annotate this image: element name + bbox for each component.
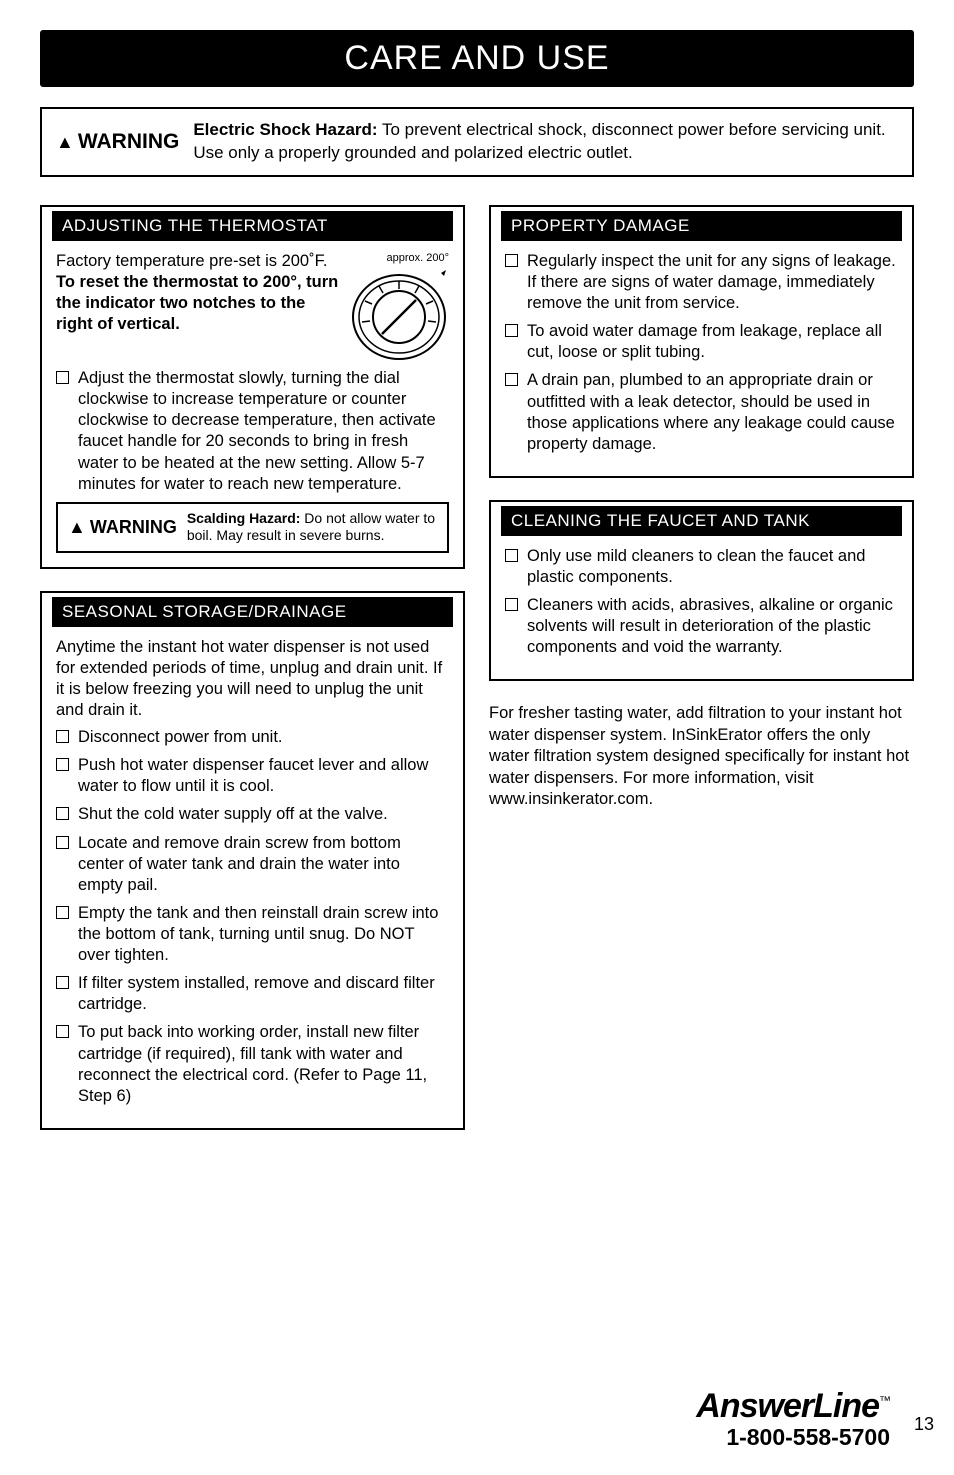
property-item: A drain pan, plumbed to an appropriate d… <box>505 370 898 454</box>
property-item: Regularly inspect the unit for any signs… <box>505 251 898 314</box>
warning-label-text: WARNING <box>78 130 180 154</box>
cleaning-list: Only use mild cleaners to clean the fauc… <box>505 546 898 659</box>
approx-label: approx. 200° <box>349 251 449 265</box>
property-list: Regularly inspect the unit for any signs… <box>505 251 898 455</box>
scalding-text: Scalding Hazard: Do not allow water to b… <box>187 510 437 545</box>
thermostat-item: Adjust the thermostat slowly, turning th… <box>56 368 449 495</box>
seasonal-list: Disconnect power from unit. Push hot wat… <box>56 727 449 1107</box>
warning-label: ▲ WARNING <box>56 130 179 154</box>
trademark-icon: ™ <box>879 1394 890 1408</box>
thermostat-intro-bold: To reset the thermostat to 200°, turn th… <box>56 273 338 333</box>
warning-label: ▲ WARNING <box>68 516 177 539</box>
property-item: To avoid water damage from leakage, repl… <box>505 321 898 363</box>
scalding-warning-box: ▲ WARNING Scalding Hazard: Do not allow … <box>56 502 449 553</box>
property-header: PROPERTY DAMAGE <box>491 207 912 241</box>
property-panel: PROPERTY DAMAGE Regularly inspect the un… <box>489 205 914 478</box>
filtration-text: For fresher tasting water, add filtratio… <box>489 703 914 810</box>
warning-triangle-icon: ▲ <box>56 133 74 151</box>
top-warning-box: ▲ WARNING Electric Shock Hazard: To prev… <box>40 107 914 177</box>
cleaning-body: Only use mild cleaners to clean the fauc… <box>491 536 912 680</box>
thermostat-list: Adjust the thermostat slowly, turning th… <box>56 368 449 495</box>
seasonal-header: SEASONAL STORAGE/DRAINAGE <box>42 593 463 627</box>
cleaning-item: Cleaners with acids, abrasives, alkaline… <box>505 595 898 658</box>
left-column: ADJUSTING THE THERMOSTAT Factory tempera… <box>40 205 465 1152</box>
cleaning-header: CLEANING THE FAUCET AND TANK <box>491 502 912 536</box>
seasonal-item: Disconnect power from unit. <box>56 727 449 748</box>
thermostat-header: ADJUSTING THE THERMOSTAT <box>42 207 463 241</box>
thermostat-body: Factory temperature pre-set is 200˚F. To… <box>42 241 463 567</box>
seasonal-body: Anytime the instant hot water dispenser … <box>42 627 463 1128</box>
warning-label-text: WARNING <box>90 516 177 539</box>
page-number: 13 <box>914 1414 934 1435</box>
seasonal-item: If filter system installed, remove and d… <box>56 973 449 1015</box>
seasonal-item: To put back into working order, install … <box>56 1022 449 1106</box>
phone-number: 1-800-558-5700 <box>696 1424 890 1451</box>
warning-text: Electric Shock Hazard: To prevent electr… <box>193 119 898 165</box>
scalding-bold: Scalding Hazard: <box>187 510 301 526</box>
cleaning-item: Only use mild cleaners to clean the fauc… <box>505 546 898 588</box>
warning-bold: Electric Shock Hazard: <box>193 120 377 139</box>
seasonal-item: Empty the tank and then reinstall drain … <box>56 903 449 966</box>
warning-triangle-icon: ▲ <box>68 518 86 536</box>
seasonal-intro: Anytime the instant hot water dispenser … <box>56 637 449 721</box>
thermostat-panel: ADJUSTING THE THERMOSTAT Factory tempera… <box>40 205 465 569</box>
page-title: CARE AND USE <box>40 30 914 87</box>
thermostat-intro-plain: Factory temperature pre-set is 200˚F. <box>56 252 327 270</box>
seasonal-item: Push hot water dispenser faucet lever an… <box>56 755 449 797</box>
thermostat-intro: Factory temperature pre-set is 200˚F. To… <box>56 251 339 335</box>
seasonal-panel: SEASONAL STORAGE/DRAINAGE Anytime the in… <box>40 591 465 1130</box>
brand-name: AnswerLine <box>696 1387 879 1425</box>
thermostat-dial-icon: approx. 200° <box>349 251 449 368</box>
cleaning-panel: CLEANING THE FAUCET AND TANK Only use mi… <box>489 500 914 682</box>
right-column: PROPERTY DAMAGE Regularly inspect the un… <box>489 205 914 1152</box>
brand-logo: AnswerLine™ <box>696 1387 890 1426</box>
property-body: Regularly inspect the unit for any signs… <box>491 241 912 476</box>
seasonal-item: Shut the cold water supply off at the va… <box>56 804 449 825</box>
footer: AnswerLine™ 1-800-558-5700 <box>696 1387 890 1451</box>
seasonal-item: Locate and remove drain screw from botto… <box>56 833 449 896</box>
two-column-layout: ADJUSTING THE THERMOSTAT Factory tempera… <box>40 205 914 1152</box>
